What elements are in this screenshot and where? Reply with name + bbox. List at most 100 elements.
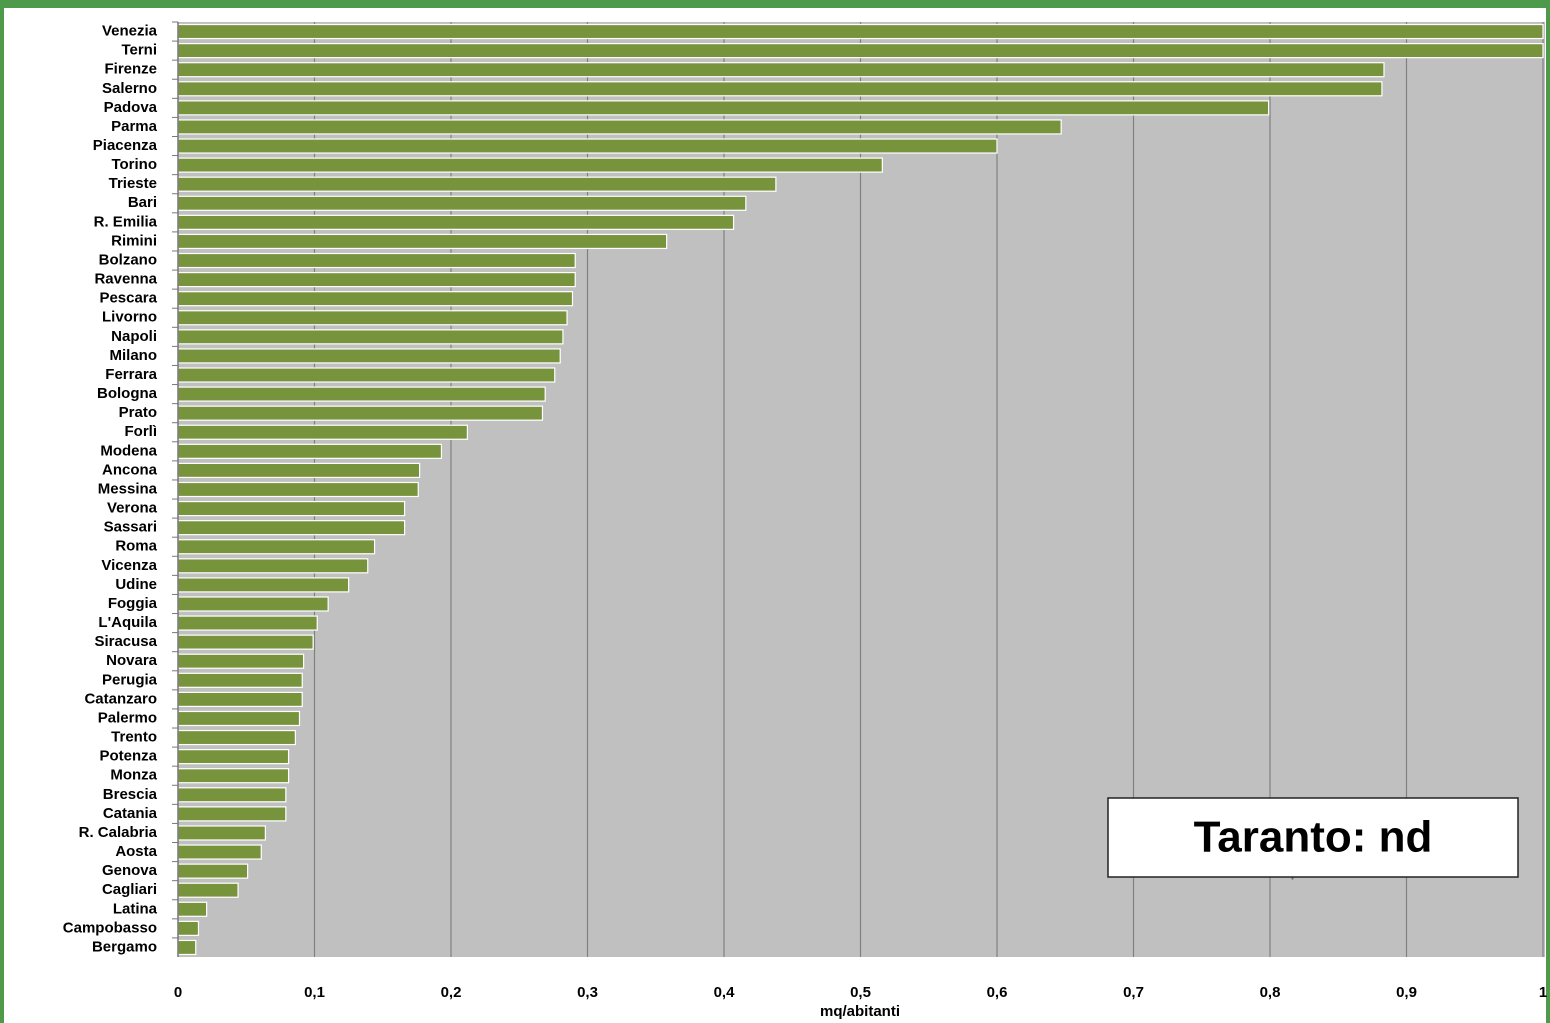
bar [177, 596, 329, 612]
x-tick-label: 0 [174, 984, 182, 1001]
y-tick-label: Sassari [104, 519, 157, 536]
y-tick-label: Monza [110, 767, 157, 784]
annotation: Taranto: nd [1194, 813, 1433, 862]
bar [177, 863, 249, 879]
x-tick-label: 0,1 [304, 984, 325, 1001]
x-tick-label: 0,6 [987, 984, 1008, 1001]
y-tick-label: Messina [98, 480, 158, 497]
bar [177, 367, 556, 383]
bar [177, 558, 369, 574]
bar [177, 405, 544, 421]
x-tick-label: 0,2 [441, 984, 462, 1001]
bar [177, 539, 376, 555]
bar [177, 634, 314, 650]
bar [177, 23, 1544, 40]
y-tick-label: Vicenza [101, 557, 157, 574]
y-tick-label: Parma [111, 118, 158, 135]
y-tick-label: Ferrara [105, 366, 157, 383]
y-tick-label: Prato [119, 404, 157, 421]
y-tick-label: Modena [100, 442, 157, 459]
y-tick-label: Catanzaro [84, 690, 157, 707]
y-tick-label: Napoli [111, 328, 157, 345]
y-tick-label: Forlì [125, 423, 158, 440]
bar [177, 62, 1385, 78]
y-tick-label: Udine [115, 576, 157, 593]
y-tick-label: Campobasso [63, 919, 157, 936]
y-tick-label: Venezia [102, 23, 158, 40]
bar [177, 615, 318, 631]
bar [177, 443, 443, 459]
bar [177, 520, 406, 536]
bar [177, 176, 777, 192]
bar [177, 920, 200, 936]
y-tick-label: Siracusa [94, 633, 157, 650]
y-tick-label: Salerno [102, 80, 157, 97]
y-tick-label: Pescara [99, 290, 157, 307]
bar [177, 43, 1544, 59]
y-tick-label: Genova [102, 862, 158, 879]
y-tick-label: Trieste [109, 175, 157, 192]
bar [177, 81, 1383, 97]
y-tick-label: Torino [111, 156, 157, 173]
y-tick-label: Ancona [102, 461, 158, 478]
y-tick-label: Piacenza [93, 137, 158, 154]
y-tick-label: Terni [121, 42, 157, 59]
x-tick-label: 0,8 [1260, 984, 1281, 1001]
bar [177, 825, 266, 841]
bar [177, 653, 305, 669]
y-tick-label: Milano [110, 347, 158, 364]
y-tick-label: Novara [106, 652, 158, 669]
y-tick-label: Bologna [97, 385, 158, 402]
y-tick-label: Potenza [99, 748, 157, 765]
bar [177, 882, 239, 898]
y-tick-label: Verona [107, 500, 158, 517]
bar [177, 252, 576, 269]
bar [177, 729, 296, 746]
x-tick-label: 0,9 [1396, 984, 1417, 1001]
y-tick-label: Roma [115, 538, 157, 555]
y-tick-label: Rimini [111, 232, 157, 249]
bar [177, 424, 468, 440]
y-tick-label: Catania [103, 805, 158, 822]
y-tick-label: Livorno [102, 309, 157, 326]
bar [177, 386, 546, 402]
bar [177, 768, 290, 784]
bar [177, 806, 287, 822]
bar [177, 291, 574, 307]
bar [177, 310, 568, 326]
bar [177, 844, 262, 860]
bar [177, 939, 197, 956]
y-tick-label: L'Aquila [98, 614, 157, 631]
y-tick-label: Aosta [115, 843, 157, 860]
x-tick-label: 0,3 [577, 984, 598, 1001]
bar [177, 787, 287, 803]
bar [177, 710, 301, 727]
bar [177, 577, 350, 593]
bar [177, 214, 735, 230]
bar [177, 138, 998, 154]
bar [177, 195, 747, 211]
y-tick-label: R. Emilia [94, 213, 158, 230]
y-tick-label: Firenze [104, 61, 157, 78]
y-tick-label: R. Calabria [79, 824, 158, 841]
annotation-box [1107, 797, 1519, 878]
bar [177, 691, 303, 707]
x-tick-label: 0,4 [714, 984, 736, 1001]
y-tick-label: Brescia [103, 786, 158, 803]
bar [177, 233, 668, 250]
bar [177, 901, 208, 917]
bar [177, 500, 406, 517]
bar [177, 749, 290, 765]
y-tick-label: Bari [128, 194, 157, 211]
y-tick-label: Perugia [102, 671, 158, 688]
y-tick-label: Bolzano [99, 251, 157, 268]
y-tick-label: Trento [111, 729, 157, 746]
bar [177, 348, 561, 364]
bar [177, 672, 303, 688]
y-tick-label: Ravenna [94, 271, 157, 288]
y-tick-label: Latina [113, 900, 158, 917]
y-tick-label: Foggia [108, 595, 158, 612]
x-tick-label: 0,5 [850, 984, 871, 1001]
bar [177, 157, 883, 173]
